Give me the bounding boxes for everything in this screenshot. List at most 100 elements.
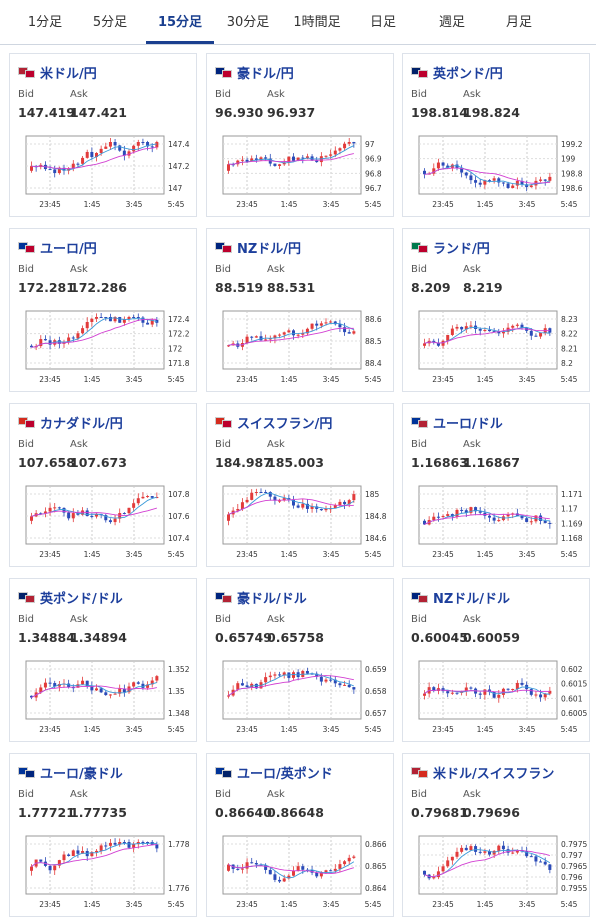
tab-1hour[interactable]: 1時間足 [293, 15, 341, 30]
pair-name[interactable]: NZドル/円 [237, 241, 302, 257]
currency-card[interactable]: 英ポンド/円 Bid Ask 198.814 198.824 199.2 199 198.8 1… [402, 53, 590, 217]
currency-card[interactable]: ユーロ/円 Bid Ask 172.281 172.286 172.4 172.2 172 17… [9, 228, 197, 392]
tab-30min[interactable]: 30分足 [226, 15, 270, 30]
currency-card[interactable]: カナダドル/円 Bid Ask 107.658 107.673 107.8 107.6 107… [9, 403, 197, 567]
tab-monthly[interactable]: 月足 [505, 15, 532, 30]
tab-daily[interactable]: 日足 [369, 15, 396, 30]
candle-body [511, 185, 515, 188]
currency-card[interactable]: ランド/円 Bid Ask 8.209 8.219 8.23 8.22 8.21 8.2 23:4… [402, 228, 590, 392]
x-tick-label: 3:45 [519, 375, 536, 384]
bid-label: Bid [215, 789, 231, 800]
card-header[interactable]: ランド/円 [411, 239, 490, 257]
x-tick-label: 5:45 [168, 375, 185, 384]
pair-name[interactable]: ユーロ/ドル [433, 416, 503, 432]
candle-body [48, 682, 52, 684]
card-header[interactable]: ユーロ/豪ドル [18, 764, 123, 782]
pair-name[interactable]: カナダドル/円 [40, 416, 123, 432]
currency-card[interactable]: ユーロ/豪ドル Bid Ask 1.77721 1.77735 1.778 1.776 23:… [9, 753, 197, 917]
candle-body [48, 865, 52, 871]
pair-name[interactable]: 英ポンド/円 [433, 66, 503, 82]
tab-1min[interactable]: 1分足 [27, 15, 63, 30]
currency-card[interactable]: NZドル/円 Bid Ask 88.519 88.531 88.6 88.5 88.4 23:4… [206, 228, 394, 392]
candle-body [76, 850, 80, 854]
x-tick-label: 1:45 [84, 200, 101, 209]
candlestick-chart: 0.7975 0.797 0.7965 0.796 0.7955 23:45 1:45 3:4… [418, 835, 587, 909]
card-header[interactable]: 豪ドル/円 [215, 64, 294, 82]
pair-name[interactable]: ユーロ/豪ドル [40, 766, 123, 782]
pair-name[interactable]: ランド/円 [433, 241, 490, 257]
card-header[interactable]: NZドル/ドル [411, 589, 511, 607]
candle-body [150, 146, 154, 148]
pair-name[interactable]: 米ドル/円 [40, 66, 97, 82]
currency-card[interactable]: ユーロ/英ポンド Bid Ask 0.86640 0.86648 0.866 0.865 0.… [206, 753, 394, 917]
y-tick-label: 184.6 [365, 534, 387, 543]
pair-name[interactable]: 豪ドル/ドル [237, 591, 307, 607]
candle-body [90, 852, 94, 857]
x-tick-label: 3:45 [323, 375, 340, 384]
ask-value: 8.219 [463, 280, 503, 295]
candle-body [347, 684, 351, 688]
x-tick-label: 1:45 [477, 200, 494, 209]
price-chart: 185 184.8 184.6 23:45 1:45 3:45 5:45 [215, 482, 391, 566]
card-header[interactable]: カナダドル/円 [18, 414, 123, 432]
candle-body [446, 165, 450, 168]
y-tick-label: 184.8 [365, 512, 387, 521]
card-header[interactable]: スイスフラン/円 [215, 414, 333, 432]
currency-card[interactable]: 米ドル/円 Bid Ask 147.419 147.421 147.4 147.2 147 23… [9, 53, 197, 217]
currency-card[interactable]: 豪ドル/円 Bid Ask 96.930 96.937 97 96.9 96.8 96.7 23:… [206, 53, 394, 217]
plot-area [222, 485, 362, 545]
candle-body [539, 515, 543, 521]
tab-weekly[interactable]: 週足 [438, 15, 465, 30]
candle-body [338, 864, 342, 869]
card-header[interactable]: 豪ドル/ドル [215, 589, 307, 607]
x-tick-label: 23:45 [39, 200, 61, 209]
y-tick-label: 88.4 [365, 359, 382, 368]
currency-card[interactable]: ユーロ/ドル Bid Ask 1.16863 1.16867 1.171 1.17 1.169… [402, 403, 590, 567]
pair-name[interactable]: NZドル/ドル [433, 591, 511, 607]
pair-name[interactable]: ユーロ/英ポンド [237, 766, 333, 782]
card-header[interactable]: NZドル/円 [215, 239, 302, 257]
candle-body [441, 515, 445, 517]
currency-card[interactable]: NZドル/ドル Bid Ask 0.60045 0.60059 0.602 0.6015 0.… [402, 578, 590, 742]
card-header[interactable]: 米ドル/円 [18, 64, 97, 82]
pair-name[interactable]: スイスフラン/円 [237, 416, 333, 432]
x-tick-label: 3:45 [126, 375, 143, 384]
candle-body [525, 184, 529, 188]
ma-long-line [424, 850, 550, 878]
currency-card[interactable]: 米ドル/スイスフラン Bid Ask 0.79681 0.79696 0.7975 0.79… [402, 753, 590, 917]
candle-body [469, 325, 473, 327]
candle-body [343, 684, 347, 686]
card-header[interactable]: 英ポンド/円 [411, 64, 503, 82]
currency-card[interactable]: 豪ドル/ドル Bid Ask 0.65749 0.65758 0.659 0.658 0.65… [206, 578, 394, 742]
price-chart: 1.171 1.17 1.169 1.168 23:45 1:45 3:45 5:45 [411, 482, 587, 566]
pair-name[interactable]: 米ドル/スイスフラン [433, 766, 555, 782]
pair-name[interactable]: 豪ドル/円 [237, 66, 294, 82]
y-tick-label: 1.352 [168, 665, 190, 674]
candle-body [329, 321, 333, 323]
pair-name[interactable]: ユーロ/円 [40, 241, 97, 257]
price-chart: 147.4 147.2 147 23:45 1:45 3:45 5:45 [18, 132, 194, 216]
candle-body [464, 687, 468, 692]
pair-name[interactable]: 英ポンド/ドル [40, 591, 123, 607]
candle-body [264, 339, 268, 341]
card-header[interactable]: ユーロ/円 [18, 239, 97, 257]
candle-body [81, 157, 85, 164]
card-header[interactable]: 英ポンド/ドル [18, 589, 123, 607]
tab-5min[interactable]: 5分足 [92, 15, 128, 30]
candle-body [39, 513, 43, 515]
candle-body [90, 516, 94, 518]
x-tick-label: 23:45 [236, 900, 258, 909]
candle-body [62, 854, 66, 861]
candle-body [324, 322, 328, 324]
card-header[interactable]: 米ドル/スイスフラン [411, 764, 555, 782]
currency-card[interactable]: 英ポンド/ドル Bid Ask 1.34884 1.34894 1.352 1.35 1.34… [9, 578, 197, 742]
tab-15min[interactable]: 15分足 [146, 0, 214, 44]
candle-body [48, 507, 52, 512]
y-tick-label: 1.17 [561, 505, 578, 514]
candle-body [319, 508, 323, 511]
candle-body [71, 163, 75, 169]
currency-card[interactable]: スイスフラン/円 Bid Ask 184.987 185.003 185 184.8 184.… [206, 403, 394, 567]
card-header[interactable]: ユーロ/ドル [411, 414, 503, 432]
candle-body [548, 690, 552, 694]
card-header[interactable]: ユーロ/英ポンド [215, 764, 333, 782]
